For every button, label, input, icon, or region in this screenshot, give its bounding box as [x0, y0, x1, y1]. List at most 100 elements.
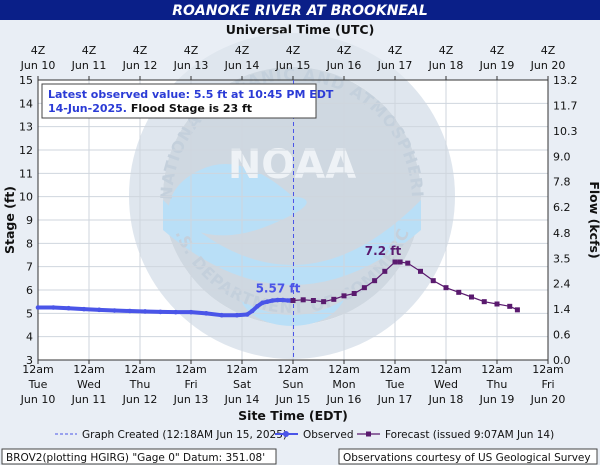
info-box-frame [41, 83, 317, 119]
x-tick-date: Jun 18 [428, 393, 464, 406]
legend-forecast-marker [366, 431, 371, 437]
top-tick-time: 4Z [490, 44, 505, 57]
y2-tick-label: 3.5 [553, 252, 571, 265]
footer-credit: Observations courtesy of US Geological S… [343, 452, 591, 464]
x-tick-day: Fri [541, 378, 554, 391]
observed-point [51, 305, 56, 310]
forecast-point [341, 293, 347, 299]
top-tick-date: Jun 18 [428, 59, 464, 72]
observed-annotation: 5.57 ft [256, 282, 301, 296]
x-tick-time: 12am [430, 363, 461, 376]
legend: Graph Created (12:18AM Jun 15, 2025) Obs… [55, 429, 554, 441]
forecast-point [331, 296, 337, 302]
x-tick-time: 12am [73, 363, 104, 376]
top-tick-time: 4Z [82, 44, 97, 57]
top-tick-date: Jun 15 [275, 59, 311, 72]
observed-point [96, 307, 102, 313]
observed-point [81, 306, 87, 312]
observed-point [260, 300, 265, 306]
top-tick-date: Jun 20 [530, 59, 566, 72]
top-tick-time: 4Z [31, 44, 46, 57]
y-tick-label: 13 [19, 121, 33, 134]
y-tick-label: 5 [26, 307, 33, 320]
y-tick-label: 4 [26, 331, 33, 344]
info-date: 14-Jun-2025. [48, 102, 127, 115]
chart-title: ROANOKE RIVER AT BROOKNEAL [172, 3, 428, 19]
forecast-point [321, 299, 327, 305]
forecast-point [290, 298, 296, 303]
y-tick-label: 9 [26, 214, 33, 227]
top-tick-date: Jun 16 [326, 59, 362, 72]
forecast-point [507, 303, 513, 309]
x-tick-time: 12am [277, 363, 308, 376]
observed-point [188, 309, 194, 315]
forecast-point [300, 297, 306, 303]
top-tick-time: 4Z [388, 44, 403, 57]
y-tick-label: 6 [26, 284, 33, 297]
x-tick-date: Jun 12 [122, 393, 158, 406]
forecast-point [481, 299, 487, 305]
x-tick-day: Tue [28, 378, 48, 391]
observed-point [142, 309, 148, 314]
x-tick-time: 12am [379, 363, 410, 376]
y2-tick-label: 2.4 [553, 278, 571, 291]
x-tick-date: Jun 13 [173, 393, 209, 406]
info-latest-value: Latest observed value: 5.5 ft at 10:45 P… [48, 88, 334, 101]
top-tick-time: 4Z [337, 44, 352, 57]
watermark-gull-icon [168, 163, 307, 236]
y2-tick-label: 13.2 [553, 74, 578, 87]
x-tick-time: 12am [124, 363, 155, 376]
x-tick-day: Tue [385, 378, 405, 391]
legend-observed-label: Observed [303, 429, 354, 441]
forecast-point [397, 259, 403, 265]
x-tick-time: 12am [532, 363, 563, 376]
y2-tick-label: 6.2 [553, 201, 571, 214]
x-tick-day: Thu [129, 378, 151, 391]
footer-right-box [338, 448, 598, 465]
watermark-ring [129, 33, 455, 359]
x-tick-day: Fri [184, 378, 197, 391]
x-tick-day: Thu [486, 378, 508, 391]
observed-point [244, 312, 250, 317]
y-tick-label: 10 [19, 191, 33, 204]
y2-tick-label: 4.8 [553, 227, 571, 240]
forecast-point [372, 278, 378, 284]
observed-point [158, 309, 163, 315]
y-tick-label: 3 [26, 354, 33, 367]
top-tick-date: Jun 17 [377, 59, 413, 72]
info-flood-text: Flood Stage is 23 ft [127, 102, 252, 115]
observed-point [112, 308, 117, 313]
x-tick-time: 12am [226, 363, 257, 376]
x-tick-date: Jun 17 [377, 393, 413, 406]
forecast-point [443, 285, 449, 291]
observed-point [204, 311, 209, 316]
top-tick-time: 4Z [541, 44, 556, 57]
y2-tick-label: 0.6 [553, 329, 571, 342]
y-tick-label: 12 [19, 144, 33, 157]
top-tick-time: 4Z [235, 44, 250, 57]
x-tick-time: 12am [328, 363, 359, 376]
footer-left-box [1, 448, 277, 465]
title-bar [0, 0, 600, 20]
top-tick-time: 4Z [133, 44, 148, 57]
forecast-point [392, 259, 398, 265]
forecast-point [514, 307, 520, 313]
x-tick-day: Wed [77, 378, 101, 391]
observed-point [249, 308, 255, 314]
observed-point [66, 305, 71, 311]
y-tick-label: 8 [26, 237, 33, 250]
top-tick-date: Jun 12 [122, 59, 158, 72]
forecast-point [456, 289, 462, 295]
y-tick-label: 14 [19, 97, 33, 110]
forecast-point [418, 268, 423, 274]
forecast-point [351, 291, 357, 296]
info-flood-stage: 14-Jun-2025. Flood Stage is 23 ft [48, 102, 252, 115]
top-tick-time: 4Z [184, 44, 199, 57]
y2-tick-label: 0.0 [553, 354, 571, 367]
watermark-logo-text: NOAA [228, 142, 356, 188]
y2-tick-label: 10.3 [553, 125, 578, 138]
x-tick-date: Jun 19 [479, 393, 515, 406]
y-tick-label: 7 [26, 261, 33, 274]
x-tick-time: 12am [22, 363, 53, 376]
